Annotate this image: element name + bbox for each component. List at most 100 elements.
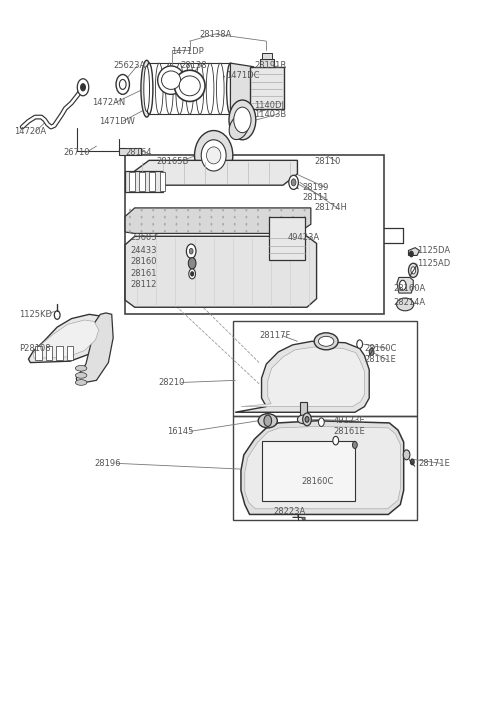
Ellipse shape xyxy=(206,147,221,164)
Circle shape xyxy=(129,230,131,232)
Bar xyxy=(46,346,52,360)
Text: 16145: 16145 xyxy=(167,427,193,436)
Circle shape xyxy=(369,348,374,356)
Text: 28160C: 28160C xyxy=(364,344,397,353)
Ellipse shape xyxy=(194,131,233,180)
Ellipse shape xyxy=(186,63,193,114)
Ellipse shape xyxy=(314,333,338,350)
Ellipse shape xyxy=(206,63,214,114)
Circle shape xyxy=(410,459,414,465)
Text: 28160: 28160 xyxy=(130,257,156,267)
Text: 28138A: 28138A xyxy=(200,30,232,38)
Polygon shape xyxy=(241,421,404,515)
Circle shape xyxy=(319,418,324,427)
Circle shape xyxy=(269,215,271,218)
Circle shape xyxy=(141,215,143,218)
Circle shape xyxy=(357,340,362,348)
Ellipse shape xyxy=(144,66,150,112)
Circle shape xyxy=(280,223,282,225)
Circle shape xyxy=(188,257,196,269)
Circle shape xyxy=(187,223,189,225)
Bar xyxy=(67,346,73,360)
Text: 1125DA: 1125DA xyxy=(417,246,450,255)
Bar xyxy=(120,149,141,156)
Circle shape xyxy=(234,223,236,225)
Ellipse shape xyxy=(157,66,184,95)
Polygon shape xyxy=(135,161,298,185)
Text: 28117F: 28117F xyxy=(259,331,290,340)
Text: P28108: P28108 xyxy=(19,344,50,353)
Bar xyxy=(233,321,417,416)
Bar xyxy=(129,173,135,191)
Circle shape xyxy=(164,215,166,218)
Circle shape xyxy=(304,215,306,218)
Text: 24433: 24433 xyxy=(130,246,156,255)
Polygon shape xyxy=(293,518,305,520)
Circle shape xyxy=(409,251,413,257)
Circle shape xyxy=(141,208,143,211)
Text: 49123E: 49123E xyxy=(333,416,365,425)
Ellipse shape xyxy=(145,63,153,114)
Circle shape xyxy=(176,223,178,225)
Ellipse shape xyxy=(227,63,234,114)
Circle shape xyxy=(257,223,259,225)
Circle shape xyxy=(234,215,236,218)
Text: 1125AD: 1125AD xyxy=(417,259,450,268)
Ellipse shape xyxy=(234,107,251,133)
Bar xyxy=(149,173,155,191)
Circle shape xyxy=(152,230,154,232)
Ellipse shape xyxy=(75,373,87,378)
Text: 28191R: 28191R xyxy=(254,61,287,70)
Polygon shape xyxy=(397,277,413,293)
Circle shape xyxy=(269,230,271,232)
Circle shape xyxy=(222,208,224,211)
Circle shape xyxy=(189,269,195,279)
Circle shape xyxy=(303,413,312,426)
Bar xyxy=(269,217,305,260)
Text: 28161E: 28161E xyxy=(333,427,365,436)
Circle shape xyxy=(211,230,213,232)
Bar xyxy=(35,346,42,360)
Text: 1125KD: 1125KD xyxy=(19,310,52,319)
Text: 14720A: 14720A xyxy=(14,127,46,137)
Circle shape xyxy=(264,415,272,427)
Circle shape xyxy=(211,223,213,225)
Polygon shape xyxy=(125,236,317,307)
Circle shape xyxy=(129,223,131,225)
Circle shape xyxy=(245,215,247,218)
Ellipse shape xyxy=(166,63,173,114)
Circle shape xyxy=(292,230,294,232)
Circle shape xyxy=(291,178,296,186)
Circle shape xyxy=(280,215,282,218)
Polygon shape xyxy=(125,171,163,192)
Circle shape xyxy=(280,230,282,232)
Circle shape xyxy=(152,223,154,225)
Circle shape xyxy=(245,223,247,225)
Text: 28110: 28110 xyxy=(314,157,340,166)
Bar xyxy=(262,441,355,501)
Text: 28210: 28210 xyxy=(158,378,185,387)
Bar xyxy=(233,416,417,520)
Bar xyxy=(125,156,384,314)
Circle shape xyxy=(222,223,224,225)
Circle shape xyxy=(304,230,306,232)
Circle shape xyxy=(403,450,410,460)
Bar xyxy=(300,402,307,418)
Ellipse shape xyxy=(156,63,163,114)
Circle shape xyxy=(176,215,178,218)
Circle shape xyxy=(199,230,201,232)
Circle shape xyxy=(54,311,60,319)
Polygon shape xyxy=(33,320,99,358)
Ellipse shape xyxy=(75,380,87,385)
Circle shape xyxy=(141,223,143,225)
Circle shape xyxy=(292,223,294,225)
Bar xyxy=(260,59,274,68)
Circle shape xyxy=(191,272,193,276)
Text: 25623A: 25623A xyxy=(113,61,145,70)
Text: 1472AN: 1472AN xyxy=(92,98,125,107)
Circle shape xyxy=(129,215,131,218)
Polygon shape xyxy=(28,314,104,363)
Ellipse shape xyxy=(161,71,180,90)
Text: 1471DW: 1471DW xyxy=(99,117,135,126)
Circle shape xyxy=(289,175,299,189)
